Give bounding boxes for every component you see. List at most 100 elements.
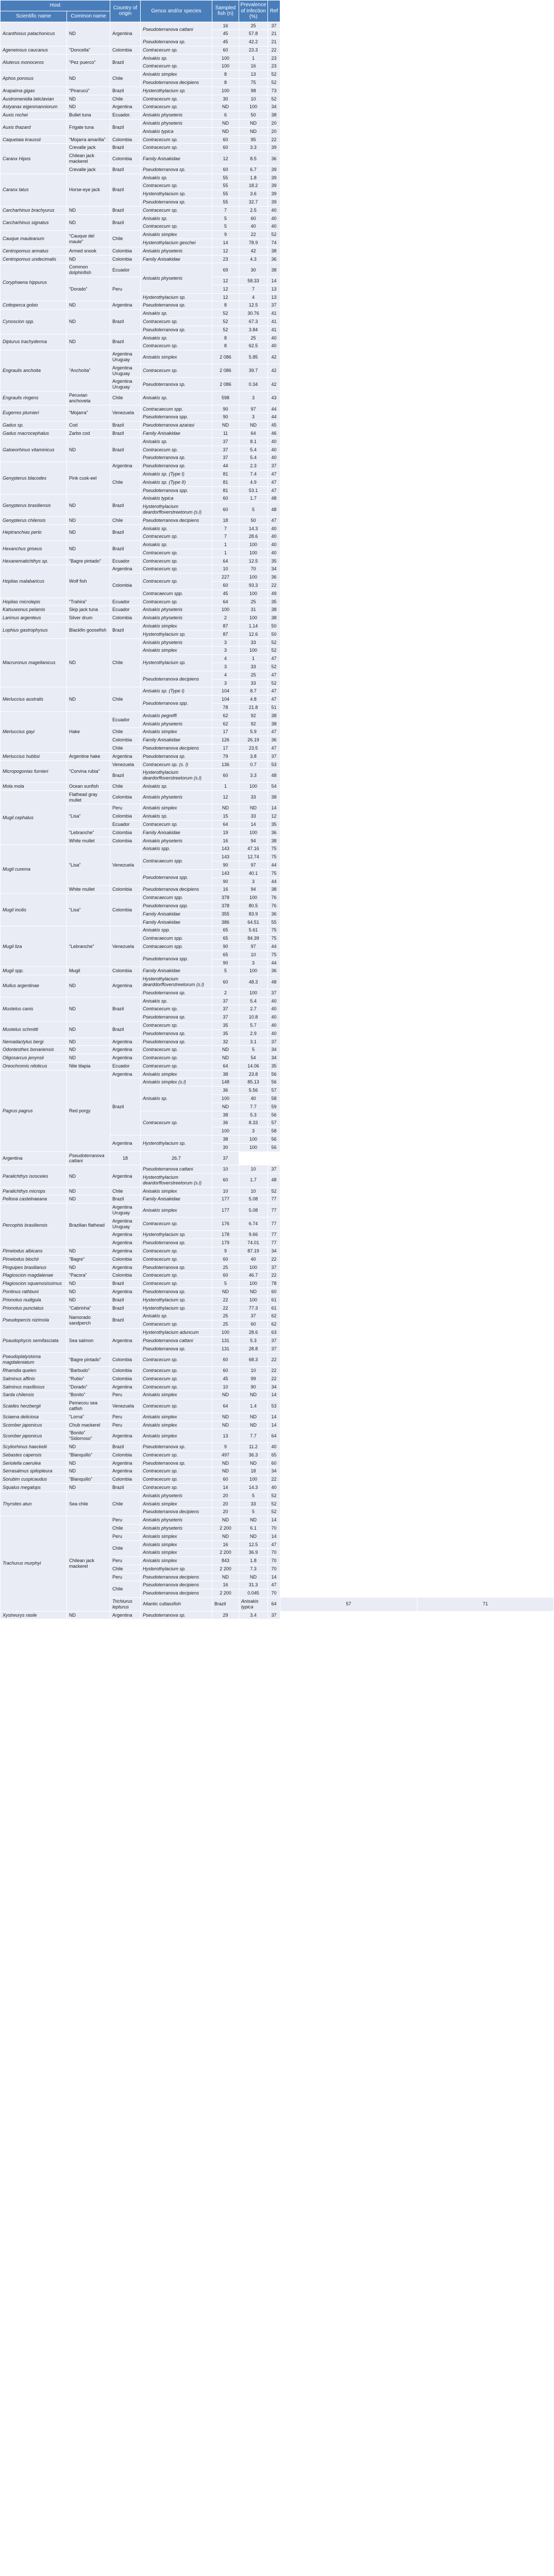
cell-prev: 10 (239, 1187, 267, 1195)
table-row: Genypterus blacodes Pink cusk-eel Argentin… (1, 462, 553, 495)
cell-ref: 37 (268, 1165, 280, 1174)
cell-n: ND (212, 127, 239, 135)
cell-common: “Anchoíta” (67, 350, 110, 391)
cell-country: Colombia (110, 1476, 140, 1483)
table-row: Pseudoterranova decipiens 2 200 0.045 70 (1, 1589, 553, 1598)
cell-ref: 65 (268, 1451, 280, 1459)
cell-common: Pink cusk-eel (67, 462, 110, 495)
cell-ref: 47 (268, 478, 280, 486)
cell-par: Contracaecum spp. (141, 894, 212, 902)
cell-prev: 97 (239, 405, 267, 413)
cell-ref: 52 (268, 231, 280, 239)
cell-country: Brazil (110, 214, 140, 231)
cell-n: 3 (212, 663, 239, 671)
cell-common: ND (67, 214, 110, 231)
cell-par: Pseudoterranova spp. (141, 696, 212, 711)
cell-n: 45 (212, 589, 239, 598)
cell-par: Pseudoterranova decipiens (141, 671, 212, 687)
cell-prev: 48.3 (239, 975, 267, 989)
cell-country: Colombia (110, 135, 140, 144)
cell-country: Argentina (110, 1328, 140, 1353)
table-row: Caranx Hipos Crevalle jack Brazil Contracec… (1, 144, 553, 174)
cell-par: Anisakis physeteris (141, 606, 212, 614)
cell-n: 1 (212, 783, 239, 790)
table-row: Katsuwonus pelamis Skip jack tuna Ecuador A… (1, 606, 553, 614)
cell-par: Contracecum sp. (141, 144, 212, 152)
cell-par: Pseudoterranova cattani (141, 1165, 212, 1174)
cell-n: 23 (212, 255, 239, 263)
cell-sci: Genypterus chilensis (1, 516, 66, 524)
cell-n: 4 (212, 655, 239, 663)
cell-prev: 28.8 (239, 1345, 267, 1353)
table-row: Pseudoterranova decipiens 20 5 52 (1, 1508, 553, 1516)
cell-par: Contracecum sp. (141, 1046, 212, 1054)
table-row: Thyrsites atun Sea chile Chile Anisakis phy… (1, 1492, 553, 1516)
cell-ref: 47 (268, 1581, 280, 1589)
cell-prev: 5.9 (239, 728, 267, 736)
table-row: Engraulis ringens Peruvian anchoveta Chile… (1, 391, 553, 405)
cell-sci: Thyrsites atun (1, 1492, 66, 1516)
cell-sci: Rhamdia quelen (1, 1366, 66, 1375)
cell-prev: 100 (239, 894, 267, 902)
cell-par: Pseudoterranova sp. (141, 1443, 212, 1451)
cell-prev: 46.7 (239, 1272, 267, 1280)
table-row: Pellona castelnaeana ND Brazil Family Anisa… (1, 1195, 553, 1204)
cell-ref: 38 (268, 606, 280, 614)
cell-ref: 14 (268, 1573, 280, 1581)
cell-ref: 70 (268, 1589, 280, 1598)
cell-ref: 57 (268, 1087, 280, 1095)
table-row: Trachurus murphyi Chilean jack mackerel Pe… (1, 1516, 553, 1611)
cell-country: Chile (110, 95, 140, 103)
cell-prev: 36.9 (239, 1549, 267, 1557)
cell-country: Argentina Uruguay (110, 378, 140, 391)
table-row: 3 33 52 (1, 663, 553, 671)
cell-country: Peru (110, 804, 140, 812)
table-row: Contracecum sp. 100 16 23 (1, 62, 553, 71)
cell-sci: Pimelodus blochii (1, 1255, 66, 1263)
cell-n: 8 (212, 79, 239, 87)
cell-n: 143 (212, 853, 239, 861)
cell-sci: Paralichthys microps (1, 1187, 66, 1195)
cell-n: 90 (212, 861, 239, 869)
cell-country: Chile (110, 783, 140, 790)
cell-par: Family Anisakidae (141, 910, 212, 918)
cell-ref: 22 (268, 135, 280, 144)
cell-n: 25 (212, 1312, 239, 1320)
cell-common: Crevalle jack (67, 144, 110, 152)
cell-n: 36 (212, 1119, 239, 1127)
cell-prev: 39.7 (239, 364, 267, 378)
cell-country: Brazil (110, 1483, 140, 1492)
cell-par: Contracecum sp. (141, 1255, 212, 1263)
cell-country: Brazil (110, 120, 140, 135)
cell-ref: 22 (268, 46, 280, 54)
cell-country: Brazil (110, 495, 140, 516)
cell-par: Anisakis physeteris (141, 120, 212, 127)
cell-n: 65 (212, 926, 239, 935)
cell-par: Anisakis simplex (141, 1532, 212, 1540)
cell-common: “Blanquillo” (67, 1451, 110, 1459)
cell-par: Contracecum sp. (s. l) (141, 760, 212, 769)
table-row: Pagrus pagrus Red porgy Argentina Anisakis … (1, 1070, 553, 1151)
cell-country: Ecuador (110, 820, 140, 828)
cell-ref: 62 (268, 1320, 280, 1328)
table-row: Hysterothylacium sp. 55 3.6 39 (1, 190, 553, 198)
cell-par: Anisakis sp. (141, 997, 212, 1005)
cell-par: Pseudoterranova cattani (141, 1336, 212, 1345)
cell-par: Contracaecum spp. (141, 942, 212, 951)
cell-n: 5 (212, 223, 239, 231)
cell-common: Red porgy (67, 1070, 110, 1151)
table-row: Acanthisius patachonicus ND Argentina Pseud… (1, 22, 553, 46)
cell-prev: 5.08 (239, 1204, 267, 1217)
table-row: Sorubim cuspicaudus “Blanquillo” Colombia C… (1, 1476, 553, 1483)
header-prevalence: Prevalence of infection (%) (239, 1, 267, 22)
table-row: Anisakis physeteris 62 92 38 (1, 720, 553, 728)
table-row: Argentina Pseudoterranova cattani 18 26.7 37 (1, 1151, 553, 1165)
cell-par: Anisakis physeteris (141, 263, 212, 293)
cell-common: ND (67, 103, 110, 111)
cell-n: 20 (212, 1508, 239, 1516)
cell-n: ND (212, 1467, 239, 1476)
cell-n: 60 (212, 769, 239, 782)
cell-n: 8 (212, 334, 239, 342)
cell-sci: Mugil incilis (1, 894, 66, 926)
cell-ref: 47 (268, 696, 280, 704)
